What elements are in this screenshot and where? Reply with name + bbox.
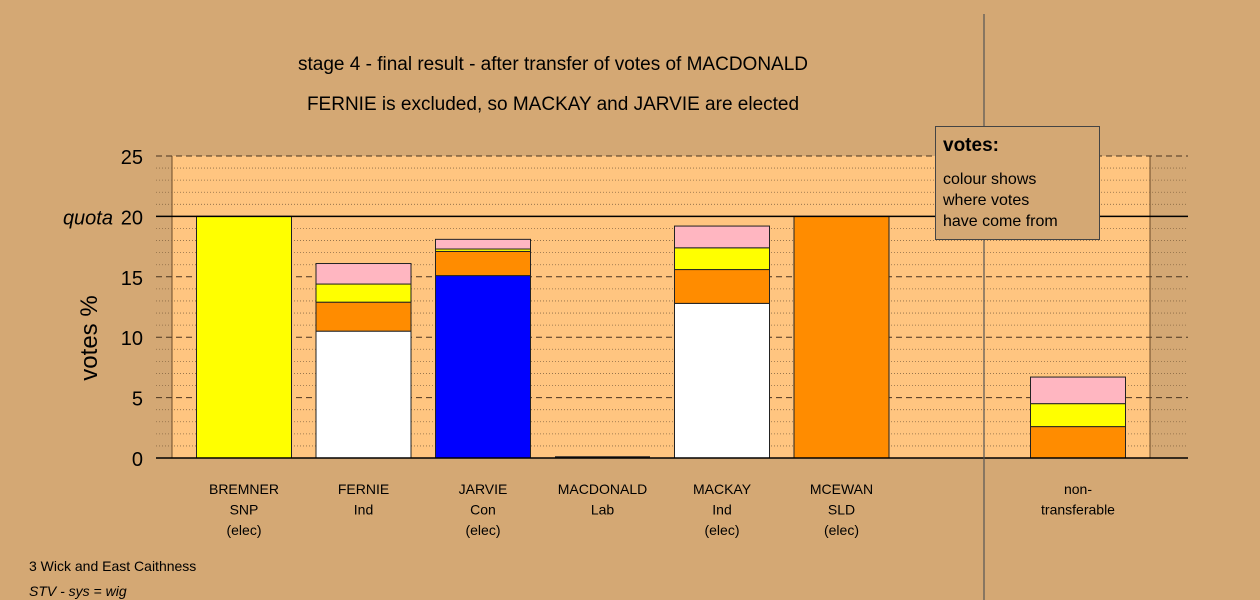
- x-tick-label: SLD: [828, 502, 855, 518]
- x-tick-label: (elec): [226, 522, 261, 538]
- y-tick-label: 10: [121, 328, 143, 350]
- bar-segment: [435, 275, 531, 459]
- y-tick-label: 0: [132, 449, 143, 471]
- x-tick-label: MCEWAN: [810, 481, 873, 497]
- x-tick-label: (elec): [824, 522, 859, 538]
- legend-title: votes:: [943, 135, 999, 156]
- x-tick-label: MACKAY: [693, 481, 752, 497]
- bar-segment: [674, 225, 770, 249]
- bar-segment: [315, 263, 412, 285]
- chart-subtitle: FERNIE is excluded, so MACKAY and JARVIE…: [306, 94, 800, 115]
- y-axis-label: votes %: [76, 295, 103, 381]
- bar-segment: [674, 247, 770, 271]
- x-tick-label: transferable: [1041, 502, 1115, 518]
- y-tick-label: 25: [121, 147, 143, 169]
- x-tick-label: Ind: [354, 502, 373, 518]
- x-tick-label: BREMNER: [209, 481, 279, 497]
- bar-segment: [674, 302, 770, 459]
- bar-segment: [793, 215, 890, 459]
- x-tick-label: Con: [470, 502, 496, 518]
- bar-segment: [1030, 426, 1126, 459]
- y-tick-label: 15: [121, 268, 143, 290]
- bar-segment: [1030, 376, 1126, 405]
- x-tick-label: Lab: [591, 502, 615, 518]
- bar-segment: [315, 330, 412, 459]
- x-tick-label: non-: [1064, 481, 1092, 497]
- x-tick-label: SNP: [230, 502, 259, 518]
- constituency-label: 3 Wick and East Caithness: [29, 558, 197, 574]
- x-tick-label: MACDONALD: [558, 481, 647, 497]
- bar-segment: [1030, 403, 1126, 428]
- bar-segment: [315, 301, 412, 332]
- x-tick-label: Ind: [712, 502, 731, 518]
- bar-segment: [196, 215, 292, 459]
- system-label: STV - sys = wig: [29, 583, 127, 599]
- bar-segment: [315, 283, 412, 303]
- bar-segment: [435, 238, 531, 250]
- chart-title: stage 4 - final result - after transfer …: [297, 54, 809, 75]
- bar-segment: [435, 250, 531, 277]
- bar-segment: [674, 269, 770, 304]
- y-tick-label: 5: [132, 389, 143, 411]
- quota-label: quota: [63, 207, 113, 229]
- x-tick-label: (elec): [704, 522, 739, 538]
- x-tick-label: (elec): [465, 522, 500, 538]
- x-tick-label: FERNIE: [338, 481, 389, 497]
- legend-text: colour shows where votes have come from: [943, 171, 1058, 230]
- x-tick-label: JARVIE: [459, 481, 508, 497]
- y-tick-label: 20: [121, 207, 143, 229]
- legend: votes: colour shows where votes have com…: [935, 126, 1100, 240]
